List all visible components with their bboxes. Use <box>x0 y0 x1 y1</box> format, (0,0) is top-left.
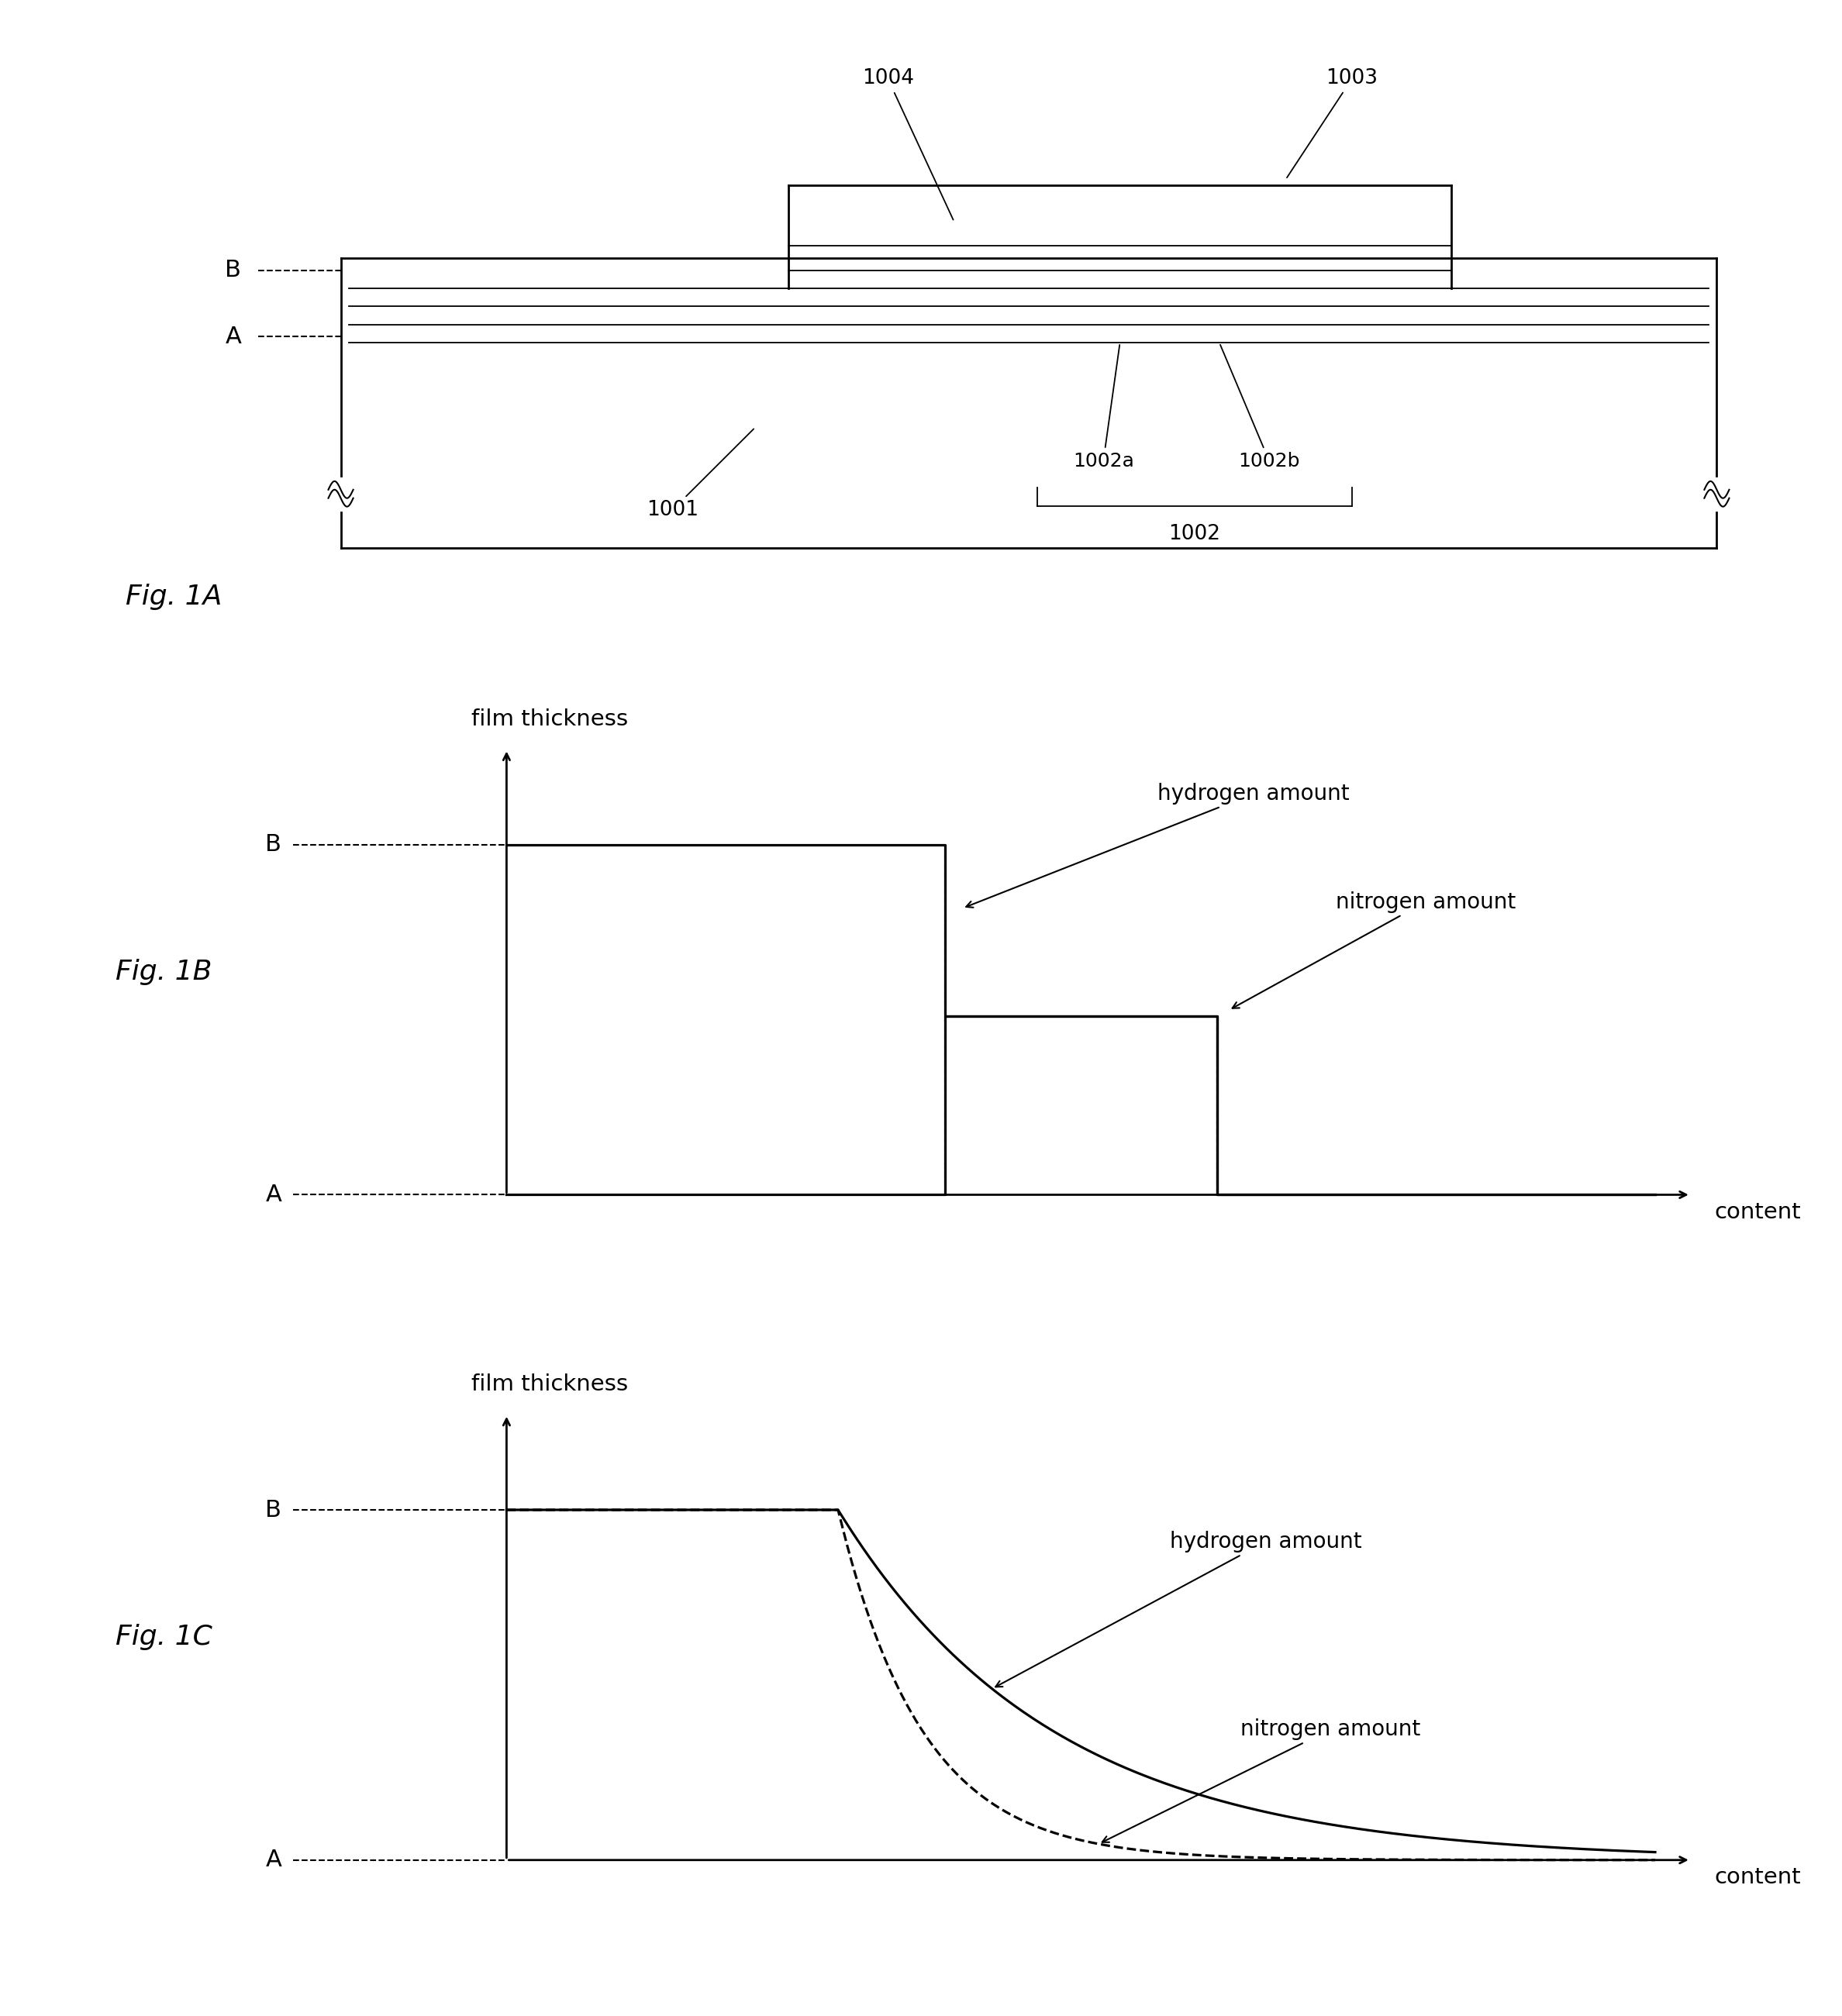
Text: content: content <box>1715 1867 1801 1889</box>
Text: 1002b: 1002b <box>1219 345 1300 470</box>
Text: nitrogen amount: nitrogen amount <box>1102 1718 1420 1843</box>
Text: A: A <box>265 1849 282 1871</box>
Text: film thickness: film thickness <box>472 708 628 730</box>
Text: 1004: 1004 <box>862 69 954 220</box>
Text: Fig. 1B: Fig. 1B <box>116 960 212 986</box>
Text: content: content <box>1715 1202 1801 1224</box>
Text: 1003: 1003 <box>1288 69 1378 177</box>
Text: 1002: 1002 <box>1168 524 1221 544</box>
Text: B: B <box>225 258 241 282</box>
Text: B: B <box>265 833 282 857</box>
Text: nitrogen amount: nitrogen amount <box>1232 891 1516 1008</box>
Text: hydrogen amount: hydrogen amount <box>967 782 1350 907</box>
Text: 1002a: 1002a <box>1072 345 1135 470</box>
Text: Fig. 1C: Fig. 1C <box>116 1625 212 1651</box>
Text: A: A <box>265 1183 282 1206</box>
Text: hydrogen amount: hydrogen amount <box>995 1530 1361 1687</box>
Text: film thickness: film thickness <box>472 1373 628 1395</box>
Text: 1001: 1001 <box>647 429 753 520</box>
Text: B: B <box>265 1498 282 1522</box>
Text: Fig. 1A: Fig. 1A <box>125 583 221 611</box>
Text: A: A <box>225 325 241 349</box>
